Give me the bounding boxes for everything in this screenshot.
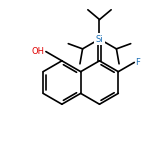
Text: OH: OH [31,47,44,56]
Text: Si: Si [96,35,103,44]
Text: F: F [135,58,140,67]
